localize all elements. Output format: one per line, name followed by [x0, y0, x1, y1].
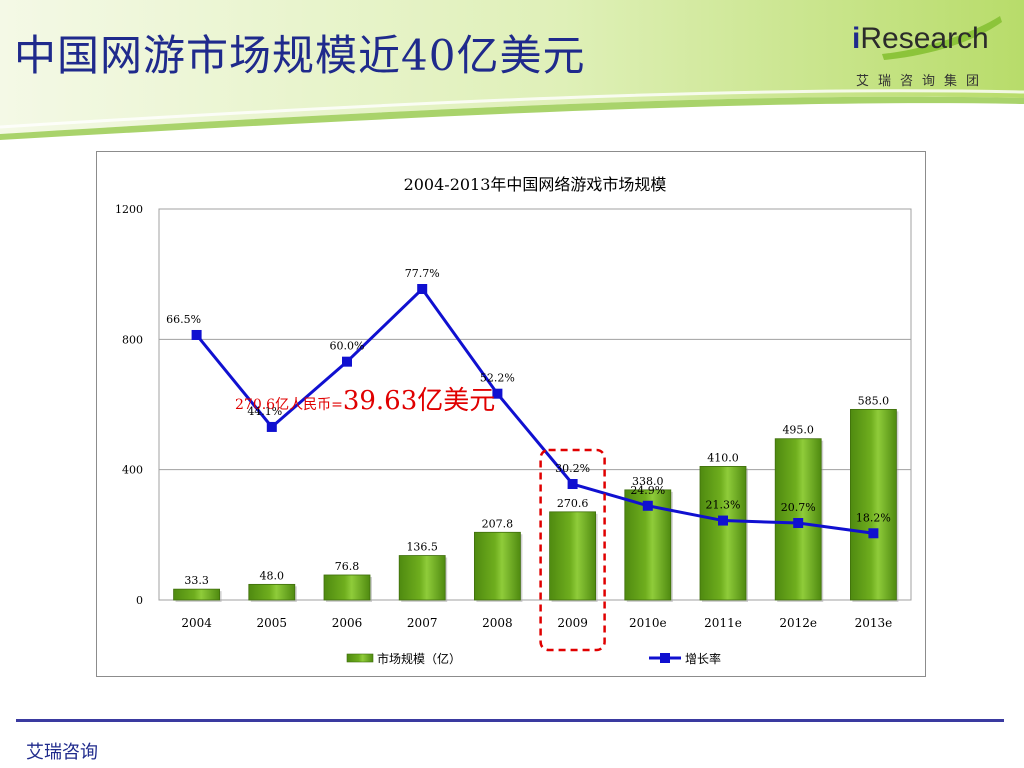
x-tick-label-3: 2007 [407, 616, 438, 630]
growth-rate-label-9: 18.2% [856, 511, 891, 524]
growth-rate-label-5: 30.2% [555, 462, 590, 475]
legend-line-marker [660, 653, 670, 663]
growth-rate-point-9 [868, 528, 879, 539]
bar-value-label-4: 207.8 [482, 517, 514, 530]
growth-rate-line [195, 286, 874, 535]
bar-value-label-9: 585.0 [858, 394, 890, 407]
x-tick-label-6: 2010e [629, 616, 667, 630]
growth-rate-point-7 [718, 515, 728, 526]
bar-4 [473, 531, 521, 601]
bar-value-label-2: 76.8 [335, 560, 360, 573]
bar-value-label-8: 495.0 [782, 424, 814, 437]
legend-line-label: 增长率 [685, 651, 721, 666]
growth-rate-label-3: 77.7% [405, 267, 440, 280]
x-tick-label-5: 2009 [557, 616, 588, 630]
x-tick-label-4: 2008 [482, 616, 513, 630]
growth-rate-point-2 [342, 356, 352, 367]
bar-9 [850, 408, 897, 601]
logo-wordmark: iResearch [852, 22, 989, 56]
growth-rate-point-6 [642, 500, 653, 511]
logo-swoosh-icon [882, 16, 1002, 60]
growth-rate-point-4 [492, 388, 503, 399]
annotation-prefix: 270.6亿人民币= [235, 397, 343, 413]
logo-wordmark-rest: Research [860, 22, 989, 55]
chart-title: 2004-2013年中国网络游戏市场规模 [404, 175, 667, 194]
growth-rate-point-1 [266, 421, 277, 432]
bar-3 [398, 555, 446, 601]
bar-value-label-0: 33.3 [184, 574, 209, 587]
x-tick-label-1: 2005 [257, 616, 288, 630]
growth-rate-point-0 [191, 329, 202, 340]
bar-value-label-1: 48.0 [260, 569, 285, 582]
growth-rate-point-5 [567, 479, 578, 490]
bar-value-label-7: 410.0 [707, 451, 739, 464]
y-tick-label-1: 400 [122, 464, 143, 477]
logo-subtitle: 艾瑞咨询集团 [856, 74, 989, 89]
bar-7 [699, 466, 747, 601]
footer-text: 艾瑞咨询 [26, 742, 98, 763]
bar-5 [549, 511, 597, 601]
chart-frame: 2004-2013年中国网络游戏市场规模 0 400 800 1200 33.3 48.0 7… [96, 151, 926, 677]
growth-rate-label-6: 24.9% [630, 484, 665, 497]
growth-rate-label-8: 20.7% [781, 501, 816, 514]
bar-value-label-6: 338.0 [632, 475, 664, 488]
legend-bar-label: 市场规模（亿） [377, 651, 461, 666]
slide-title: 中国网游市场规模近40亿美元 [14, 31, 586, 80]
y-tick-label-2: 800 [122, 333, 143, 346]
bar-0 [173, 588, 220, 601]
x-tick-label-8: 2012e [779, 616, 817, 630]
annotation-emphasis: 39.63亿美元 [343, 386, 495, 416]
growth-rate-point-8 [793, 518, 804, 529]
y-tick-label-0: 0 [136, 594, 143, 607]
footer-divider [16, 719, 1004, 722]
plot-area-border [158, 208, 912, 601]
bar-1 [248, 583, 296, 601]
bar-2 [323, 574, 371, 601]
x-tick-label-9: 2013e [855, 616, 893, 630]
bar-value-label-5: 270.6 [557, 497, 589, 510]
header-background [0, 0, 1024, 140]
logo-wordmark-i: i [852, 22, 861, 55]
conversion-annotation: 270.6亿人民币=39.63亿美元 [235, 386, 495, 416]
market-size-chart: 2004-2013年中国网络游戏市场规模 0 400 800 1200 33.3 48.0 7… [115, 175, 912, 666]
bar-value-label-3: 136.5 [406, 541, 438, 554]
growth-rate-label-0: 66.5% [166, 313, 201, 326]
growth-rate-label-7: 21.3% [706, 499, 741, 512]
y-tick-label-3: 1200 [115, 203, 143, 216]
legend-bar-swatch [346, 653, 374, 663]
x-tick-label-2: 2006 [332, 616, 363, 630]
growth-rate-label-2: 60.0% [330, 340, 365, 353]
x-tick-label-7: 2011e [704, 616, 742, 630]
growth-rate-point-3 [417, 284, 428, 295]
iresearch-logo: iResearch 艾瑞咨询集团 [852, 16, 1012, 92]
growth-rate-label-1: 44.1% [247, 405, 282, 418]
x-tick-label-0: 2004 [181, 616, 212, 630]
growth-rate-label-4: 52.2% [480, 372, 515, 385]
